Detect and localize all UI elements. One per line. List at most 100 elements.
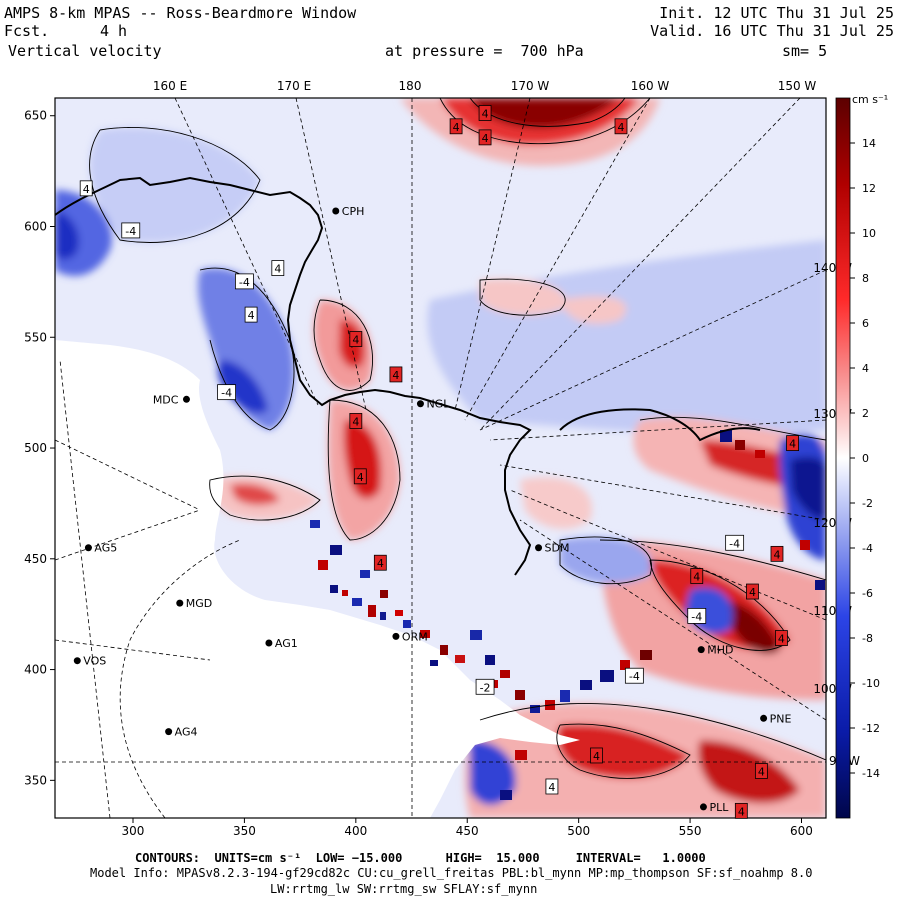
colorbar-tick-label: -14 xyxy=(862,767,880,780)
extremum-box xyxy=(746,583,759,600)
plot-frame xyxy=(54,97,827,819)
x-tick-label: 600 xyxy=(790,824,813,838)
colorbar-tick-label: -12 xyxy=(862,722,880,735)
extremum-box xyxy=(725,534,745,551)
colorbar-tick-label: 4 xyxy=(862,362,869,375)
extremum-box xyxy=(478,105,492,121)
y-tick-label: 500 xyxy=(24,441,47,455)
extremum-box xyxy=(373,554,387,571)
colorbar: cm s⁻¹ 14 12 10 8 6 4 2 0 -2 -4 -6 -8 -10 -12 -14 xyxy=(835,93,888,819)
extremum-box xyxy=(775,630,788,646)
forecast-hours: 4 h xyxy=(100,22,128,40)
station-markers: CPH NGL MDC AG5 MGD AG1 VOS AG4 SDM ORM PNE PLL MHD xyxy=(73,205,791,814)
extremum-label: 4 xyxy=(758,765,765,778)
extremum-label: 4 xyxy=(274,263,281,276)
extremum-box xyxy=(449,118,463,135)
extremum-label: -4 xyxy=(221,387,232,400)
coastline xyxy=(55,176,532,576)
y-axis: 350 400 450 500 550 600 650 xyxy=(24,109,55,787)
colorbar-units: cm s⁻¹ xyxy=(852,93,888,106)
station-label: AG1 xyxy=(275,637,298,650)
colorbar-tick-label: 14 xyxy=(862,137,876,150)
station-label: MDC xyxy=(153,393,179,406)
extremum-label: 4 xyxy=(352,333,359,346)
station-dot xyxy=(697,646,705,654)
extremum-labels: 4 4 4 4 4 -4 -4 4 4 4 4 -4 4 4 4 -4 4 4 4 4 -4 4 4 4 4 -2 4 -4 xyxy=(79,105,799,819)
y-tick-label: 600 xyxy=(24,219,47,233)
colorbar-tick-label: -6 xyxy=(862,587,873,600)
coastline-east xyxy=(559,408,761,442)
extremum-box xyxy=(235,273,254,290)
colorbar-tick-label: 10 xyxy=(862,227,876,240)
extremum-label: -2 xyxy=(480,681,491,694)
extremum-label: -4 xyxy=(125,225,136,238)
init-time: Init. 12 UTC Thu 31 Jul 25 xyxy=(659,4,894,22)
extremum-label: 4 xyxy=(773,548,780,561)
extremum-label: -4 xyxy=(729,537,740,550)
forecast-label: Fcst. xyxy=(4,22,50,40)
extremum-label: 4 xyxy=(778,633,785,646)
contour-lines xyxy=(89,98,826,779)
station-label: VOS xyxy=(83,655,106,668)
extremum-box xyxy=(121,222,141,239)
station-dot xyxy=(176,599,184,607)
y-tick-label: 350 xyxy=(24,773,47,787)
colorbar-tick-label: -8 xyxy=(862,632,873,645)
extremum-box xyxy=(349,413,363,429)
ice-shelf-white xyxy=(55,340,580,818)
extremum-label: 4 xyxy=(377,557,384,570)
extremum-box xyxy=(79,180,93,197)
extremum-box xyxy=(687,608,707,624)
station-label: CPH xyxy=(342,205,365,218)
extremum-label: 4 xyxy=(749,586,756,599)
extremum-box xyxy=(545,778,559,795)
station-label: AG5 xyxy=(94,542,117,555)
extremum-box xyxy=(349,331,363,347)
colorbar-tick-label: 12 xyxy=(862,182,876,195)
extremum-label: 4 xyxy=(738,805,745,818)
station-dot xyxy=(416,400,424,408)
model-info: Model Info: MPASv8.2.3-194-gf29cd82c CU:… xyxy=(90,866,813,880)
station-dot xyxy=(265,639,273,647)
extremum-box xyxy=(217,384,236,401)
station-dot xyxy=(392,632,400,640)
extremum-box xyxy=(271,260,285,276)
lon-label: 170 E xyxy=(277,79,311,93)
extremum-label: 4 xyxy=(593,750,600,763)
longitude-labels-top: 160 E 170 E 180 170 W 160 W 150 W xyxy=(153,79,817,93)
extremum-label: 4 xyxy=(482,108,489,121)
x-tick-label: 550 xyxy=(679,824,702,838)
station-label: PLL xyxy=(709,801,729,814)
graticule xyxy=(55,98,826,818)
extremum-label: 4 xyxy=(248,309,255,322)
extremum-box xyxy=(475,678,495,695)
station-dot xyxy=(760,714,768,722)
lon-label: 150 W xyxy=(778,79,817,93)
extremum-label: 4 xyxy=(357,471,364,484)
physics-info: LW:rrtmg_lw SW:rrtmg_sw SFLAY:sf_mynn xyxy=(270,882,538,896)
x-tick-label: 350 xyxy=(233,824,256,838)
valid-time: Valid. 16 UTC Thu 31 Jul 25 xyxy=(650,22,894,40)
pressure-level: at pressure = 700 hPa xyxy=(385,42,584,60)
extremum-label: -4 xyxy=(239,276,250,289)
colorbar-tick-label: 0 xyxy=(862,452,869,465)
extremum-box xyxy=(770,545,784,562)
colorbar-tick-label: 8 xyxy=(862,272,869,285)
y-tick-label: 400 xyxy=(24,663,47,677)
station-dot xyxy=(332,207,340,215)
figure-title: AMPS 8-km MPAS -- Ross-Beardmore Window xyxy=(4,4,357,22)
extremum-box xyxy=(478,129,492,146)
extremum-label: -4 xyxy=(629,670,640,683)
extremum-box xyxy=(244,306,258,323)
x-tick-label: 500 xyxy=(567,824,590,838)
extremum-label: 4 xyxy=(352,415,359,428)
extremum-label: 4 xyxy=(789,438,796,451)
lon-label: 170 W xyxy=(511,79,550,93)
extremum-box xyxy=(734,802,748,819)
contour-info: CONTOURS: UNITS=cm s⁻¹ LOW= −15.000 HIGH… xyxy=(135,851,706,865)
extremum-label: -4 xyxy=(691,610,702,623)
coastal-noise xyxy=(310,430,825,800)
smoothing-factor: sm= 5 xyxy=(782,42,828,60)
extremum-label: 4 xyxy=(548,781,555,794)
x-tick-label: 300 xyxy=(122,824,145,838)
